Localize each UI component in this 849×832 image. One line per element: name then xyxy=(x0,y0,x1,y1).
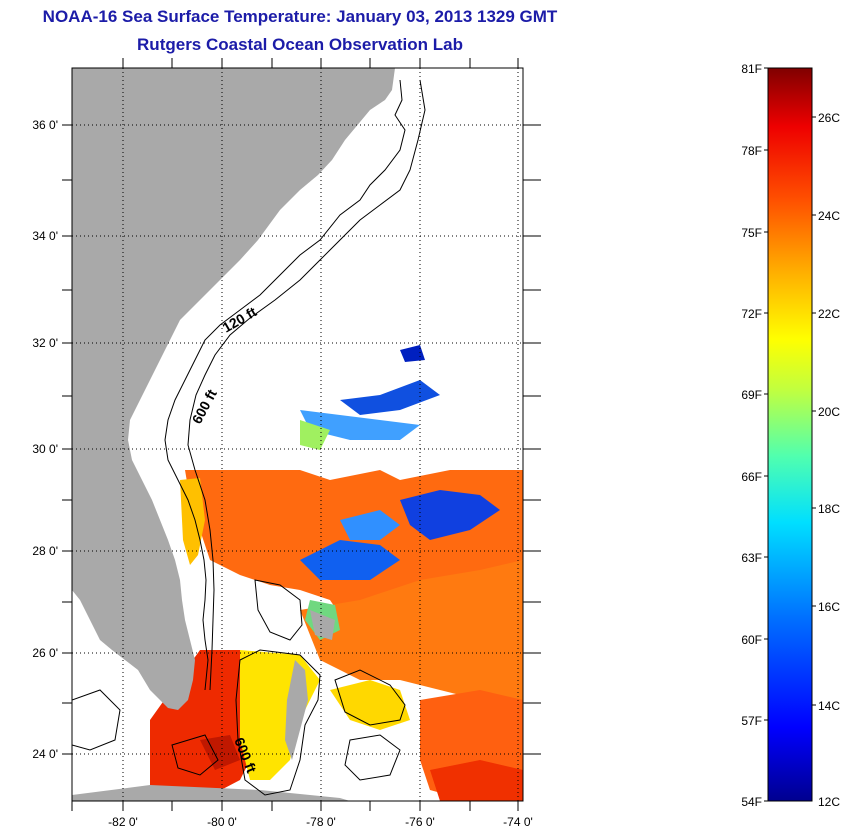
cb-label-60f: 60F xyxy=(741,633,762,647)
cb-label-69f: 69F xyxy=(741,388,762,402)
cb-label-24c: 24C xyxy=(818,209,840,223)
lat-label-26: 26 0' xyxy=(32,646,58,660)
bahamas-andros xyxy=(285,660,308,760)
bahamas-grand xyxy=(310,610,335,640)
cb-label-12c: 12C xyxy=(818,795,840,809)
cb-label-14c: 14C xyxy=(818,699,840,713)
map-title: NOAA-16 Sea Surface Temperature: January… xyxy=(42,7,558,26)
lat-label-24: 24 0' xyxy=(32,747,58,761)
cb-label-81f: 81F xyxy=(741,62,762,76)
lon-label-76: -76 0' xyxy=(405,815,435,829)
colorbar-celsius-labels: 26C 24C 22C 20C 18C 16C 14C 12C xyxy=(818,111,840,809)
colorbar-fahrenheit-labels: 81F 78F 75F 72F 69F 66F 63F 60F 57F 54F xyxy=(741,62,762,809)
lon-label-82: -82 0' xyxy=(108,815,138,829)
cb-label-20c: 20C xyxy=(818,405,840,419)
map-frame xyxy=(71,67,524,802)
lat-label-30: 30 0' xyxy=(32,442,58,456)
longitude-labels: -82 0' -80 0' -78 0' -76 0' -74 0' xyxy=(108,815,533,829)
cb-label-26c: 26C xyxy=(818,111,840,125)
lat-label-32: 32 0' xyxy=(32,336,58,350)
cb-label-75f: 75F xyxy=(741,226,762,240)
map-subtitle: Rutgers Coastal Ocean Observation Lab xyxy=(137,35,463,54)
cb-label-54f: 54F xyxy=(741,795,762,809)
land-mass xyxy=(72,68,395,710)
axis-ticks xyxy=(62,58,541,811)
cuba xyxy=(72,785,350,801)
cb-label-66f: 66F xyxy=(741,470,762,484)
colorbar-gradient xyxy=(767,67,813,802)
cb-label-78f: 78F xyxy=(741,144,762,158)
lat-label-28: 28 0' xyxy=(32,544,58,558)
colorbar: 81F 78F 75F 72F 69F 66F 63F 60F 57F 54F … xyxy=(741,62,840,809)
lon-label-78: -78 0' xyxy=(306,815,336,829)
lat-label-34: 34 0' xyxy=(32,229,58,243)
lon-label-74: -74 0' xyxy=(503,815,533,829)
lon-label-80: -80 0' xyxy=(207,815,237,829)
colorbar-ticks xyxy=(764,67,816,802)
lat-label-36: 36 0' xyxy=(32,118,58,132)
cb-label-22c: 22C xyxy=(818,307,840,321)
cb-label-63f: 63F xyxy=(741,551,762,565)
map-panel: 120 ft 600 ft 600 ft xyxy=(72,68,523,801)
cb-label-57f: 57F xyxy=(741,714,762,728)
cb-label-72f: 72F xyxy=(741,307,762,321)
cb-label-16c: 16C xyxy=(818,600,840,614)
cb-label-18c: 18C xyxy=(818,502,840,516)
latitude-labels: 36 0' 34 0' 32 0' 30 0' 28 0' 26 0' 24 0… xyxy=(32,118,58,761)
